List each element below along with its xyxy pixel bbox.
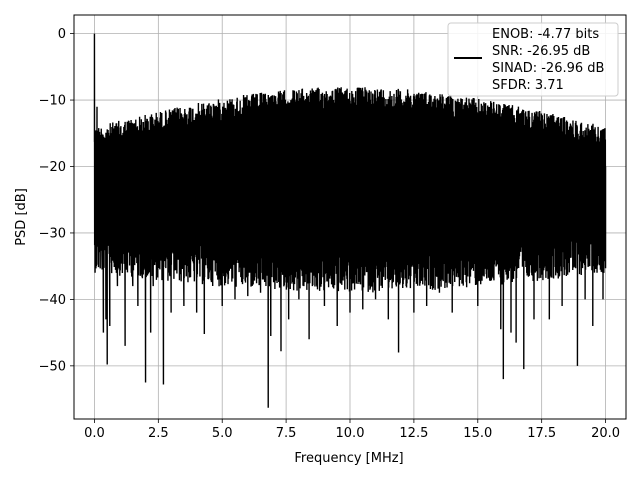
x-tick-label: 7.5 [276,426,297,441]
y-tick-label: 0 [58,27,66,42]
axis-ticks: 0.0 2.5 5.0 7.5 10.0 12.5 15.0 17.5 20.0 0 −10 −20 −… [39,27,620,441]
legend-box [447,22,619,97]
legend-sinad: SINAD: -26.96 dB [492,61,604,76]
psd-series-line [93,33,607,408]
x-tick-label: 15.0 [463,426,492,441]
y-tick-label: −30 [39,226,66,241]
x-tick-label: 2.5 [148,426,169,441]
y-tick-label: −20 [39,160,66,175]
x-tick-label: 17.5 [527,426,556,441]
x-tick-label: 10.0 [336,426,365,441]
x-tick-label: 20.0 [591,426,620,441]
y-axis-label: PSD [dB] [14,188,29,246]
legend: ENOB: -4.77 bits SNR: -26.95 dB SINAD: -… [447,22,619,97]
y-tick-label: −50 [39,359,66,374]
x-tick-label: 12.5 [399,426,428,441]
psd-trace [93,33,607,408]
x-axis-label: Frequency [MHz] [294,451,403,466]
y-tick-label: −10 [39,94,66,109]
legend-enob: ENOB: -4.77 bits [492,27,599,42]
legend-sfdr: SFDR: 3.71 [492,78,564,93]
x-tick-label: 0.0 [84,426,105,441]
y-tick-label: −40 [39,293,66,308]
legend-snr: SNR: -26.95 dB [492,44,590,59]
x-tick-label: 5.0 [212,426,233,441]
